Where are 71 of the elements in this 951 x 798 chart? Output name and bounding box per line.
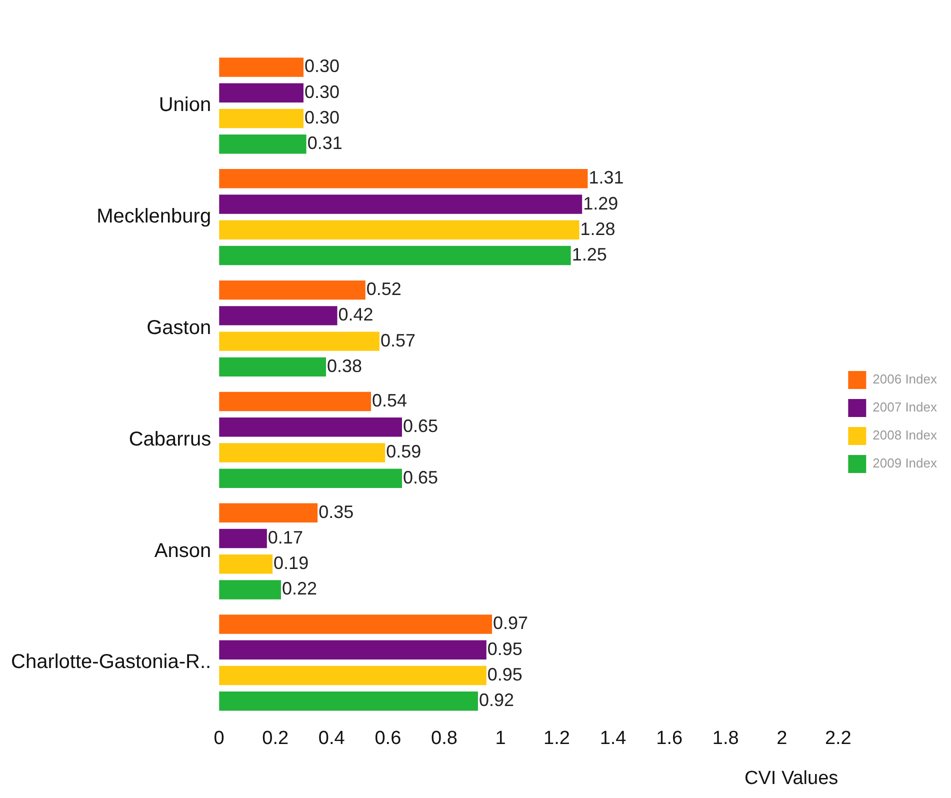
x-tick-label: 2	[776, 728, 788, 750]
bar	[219, 357, 326, 377]
data-label: 0.30	[304, 56, 340, 76]
bar	[219, 134, 306, 154]
x-tick-label: 0.2	[262, 728, 289, 750]
data-label: 1.28	[580, 218, 616, 239]
data-label: 0.30	[304, 82, 340, 102]
bar	[219, 443, 386, 462]
bar	[219, 194, 582, 214]
legend-label: 2008 Index	[872, 428, 938, 443]
x-tick-label: 2.2	[824, 728, 852, 750]
data-label: 0.59	[386, 442, 422, 462]
data-label: 0.97	[493, 613, 528, 634]
data-label: 0.19	[274, 553, 309, 574]
data-label: 0.65	[402, 416, 438, 436]
y-tick-label: Gaston	[146, 317, 212, 340]
bar	[219, 280, 366, 300]
legend-label: 2007 Index	[872, 400, 938, 415]
x-tick-label: 1.4	[600, 728, 627, 750]
bar	[219, 580, 281, 600]
data-label: 0.17	[268, 527, 303, 548]
bar	[219, 692, 478, 711]
bar	[219, 83, 304, 102]
bar	[219, 246, 571, 266]
bar	[219, 503, 318, 522]
data-label: 0.95	[487, 638, 522, 659]
bar	[219, 332, 380, 351]
x-tick-label: 1	[495, 728, 506, 750]
bar	[219, 640, 486, 660]
data-label: 0.42	[338, 304, 374, 325]
data-label: 0.38	[327, 356, 362, 376]
bar	[219, 58, 304, 77]
data-label: 1.25	[572, 244, 607, 264]
bar	[219, 468, 402, 488]
bar	[219, 614, 492, 634]
bar	[219, 554, 273, 574]
y-tick-label: Union	[158, 94, 212, 116]
y-tick-label: Cabarrus	[128, 428, 212, 450]
x-tick-label: 0	[214, 728, 224, 750]
data-label: 0.95	[487, 664, 522, 684]
y-tick-label: Mecklenburg	[96, 206, 212, 228]
bar	[219, 392, 372, 412]
legend-label: 2006 Index	[872, 372, 938, 387]
data-label: 0.65	[402, 467, 438, 488]
x-tick-label: 0.8	[430, 728, 458, 750]
bar	[219, 306, 338, 326]
data-label: 1.29	[583, 193, 618, 214]
bar	[219, 417, 402, 437]
x-axis-title: CVI Values	[744, 768, 838, 789]
bar	[219, 108, 304, 128]
data-label: 0.54	[372, 390, 408, 410]
x-tick-label: 0.6	[374, 728, 402, 750]
x-tick-label: 0.4	[318, 728, 346, 750]
bar	[219, 169, 588, 188]
y-tick-label: Charlotte-Gastonia-R..	[11, 651, 212, 674]
data-label: 1.31	[588, 168, 624, 188]
data-label: 0.30	[304, 107, 340, 128]
bar	[219, 528, 267, 548]
data-label: 0.57	[380, 330, 416, 350]
data-label: 0.22	[282, 578, 318, 599]
data-label: 0.92	[478, 690, 514, 710]
x-tick-label: 1.6	[656, 728, 683, 750]
data-label: 0.35	[318, 502, 354, 522]
x-tick-label: 1.8	[712, 728, 739, 750]
data-label: 0.31	[307, 133, 342, 154]
x-tick-label: 1.2	[544, 728, 570, 750]
bar	[219, 220, 580, 240]
legend-label: 2009 Index	[872, 456, 938, 471]
bar	[219, 666, 486, 686]
y-tick-label: Anson	[154, 540, 212, 562]
data-label: 0.52	[366, 279, 402, 300]
